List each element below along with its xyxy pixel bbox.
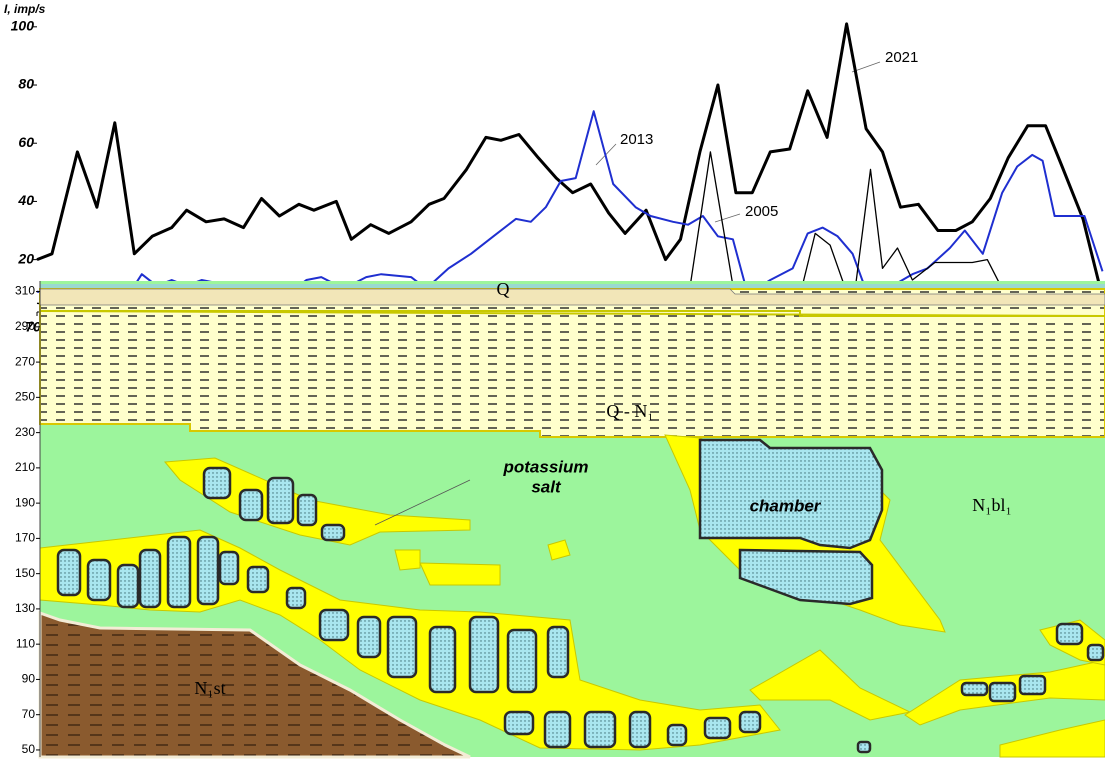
y-tick-label: 290 [15, 319, 35, 333]
chamber [698, 438, 884, 550]
y-tick-label: 20 [17, 250, 34, 266]
y-tick-label: 110 [16, 636, 35, 650]
salt-cell [543, 710, 572, 749]
layer-label: Q [497, 279, 510, 299]
salt-zone [419, 562, 501, 586]
layer-label: Q - N₁ [606, 401, 653, 421]
series-line [36, 110, 1104, 299]
salt-cell [202, 466, 232, 500]
salt-cell [546, 625, 570, 679]
series-label: 2005 [745, 203, 778, 220]
y-tick-label: 150 [15, 566, 35, 580]
salt-cell [428, 625, 457, 694]
y-tick-label: 270 [15, 354, 35, 368]
salt-cell [1086, 643, 1105, 662]
salt-cell [218, 550, 240, 586]
series-label: 2013 [620, 131, 653, 148]
layer-label: N₁bl₁ [972, 495, 1012, 515]
y-tick-label: 210 [15, 460, 35, 474]
salt-cell [246, 565, 270, 594]
salt-cell [56, 548, 82, 597]
salt-cell [285, 586, 307, 610]
salt-cell [666, 723, 688, 747]
layer [40, 284, 1105, 289]
salt-cell [296, 493, 318, 527]
salt-zone [999, 719, 1105, 758]
layer-q-n1 [39, 288, 1105, 438]
layer-label: N₁st [194, 678, 225, 698]
y-axis-label: I, imp/s [4, 2, 46, 16]
annotation: potassium [502, 457, 588, 476]
salt-cell [318, 608, 350, 642]
salt-cell [988, 681, 1017, 703]
salt-cell [1018, 674, 1047, 696]
y-tick-label: 40 [17, 192, 34, 208]
annotation: salt [531, 477, 562, 496]
salt-zone [749, 649, 912, 721]
salt-cell [506, 628, 538, 694]
salt-cell [138, 548, 162, 609]
salt-cell [356, 615, 382, 659]
y-tick-label: 80 [18, 76, 34, 92]
annotation: chamber [750, 496, 822, 515]
salt-cell [960, 681, 989, 697]
salt-cell [468, 615, 500, 694]
layer-edge [39, 310, 1105, 317]
y-tick-label: 60 [18, 134, 34, 150]
salt-cell [166, 535, 192, 609]
salt-cell [628, 710, 652, 749]
salt-zone [547, 539, 571, 561]
salt-cell [856, 740, 872, 754]
salt-cell [116, 563, 140, 609]
leader [374, 479, 471, 526]
salt-cell [196, 535, 220, 606]
salt-cell [86, 558, 112, 602]
y-tick-label: 190 [15, 495, 35, 509]
salt-cell [503, 710, 535, 736]
y-tick-label: 70 [22, 707, 36, 721]
y-tick-label: 50 [22, 742, 36, 756]
salt-cell [266, 476, 295, 525]
leader [714, 213, 741, 223]
salt-cell [386, 615, 418, 679]
y-tick-label: 250 [15, 390, 35, 404]
y-tick-label: 230 [15, 425, 35, 439]
salt-cell [583, 710, 617, 749]
y-tick-label: 100 [11, 18, 35, 34]
layer-n1st [38, 610, 471, 759]
salt-cell [1055, 622, 1084, 646]
series-label: 2021 [885, 49, 918, 66]
y-tick-label: 170 [15, 531, 35, 545]
y-tick-label: 90 [22, 672, 36, 686]
salt-cell [320, 523, 346, 542]
cross-section: Q Q - N₁ potassium salt chamber N₁bl₁ N₁… [15, 279, 1105, 759]
series-line [36, 22, 1104, 298]
salt-cell [738, 710, 762, 734]
chamber-lower [738, 548, 874, 606]
salt-cell [238, 488, 264, 522]
salt-cell [703, 716, 732, 740]
y-tick-label: 310 [15, 284, 35, 298]
salt-zone [394, 549, 421, 571]
y-tick-label: 130 [15, 601, 35, 615]
